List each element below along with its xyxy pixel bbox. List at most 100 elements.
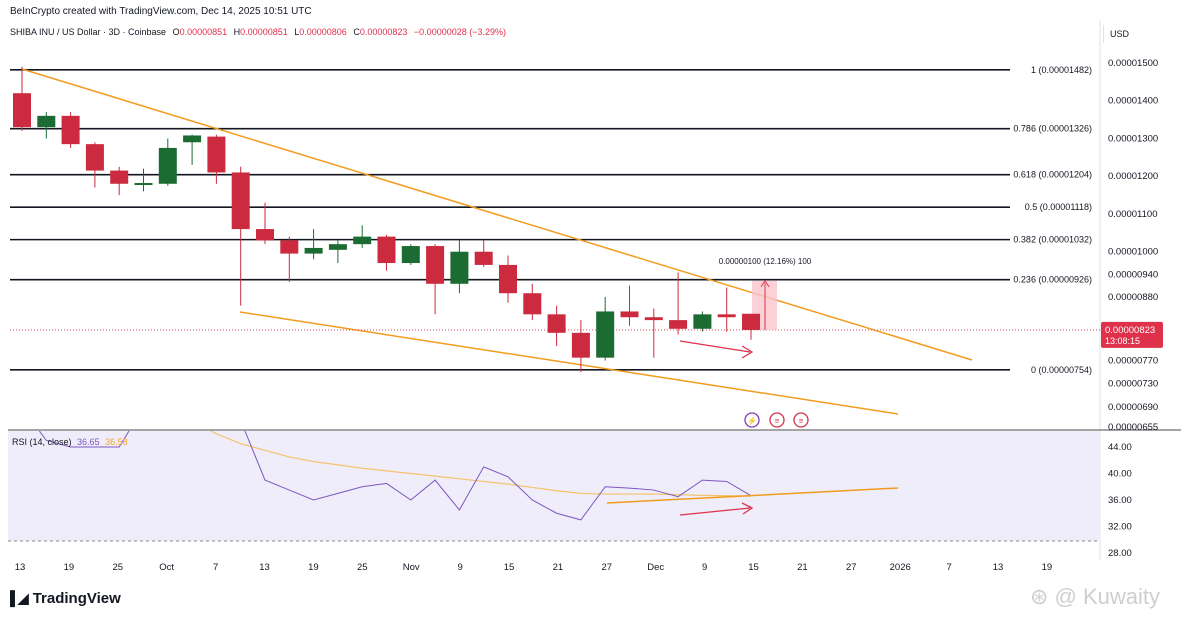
lightning-event-icon [744,412,760,428]
rsi-arrow-head [741,502,754,515]
candle-body [183,135,202,143]
tradingview-logo-icon: ▌◢ [10,590,29,606]
candle-body [547,314,566,333]
time-axis-label: 13 [993,562,1004,573]
time-axis-label: 7 [213,562,218,573]
time-axis-label: 9 [702,562,707,573]
time-axis-label: Oct [159,562,174,573]
candle-body [401,246,420,264]
time-axis-label: 27 [602,562,613,573]
time-axis-label: 15 [504,562,515,573]
us-flag-event-icon-glyph: ≡ [775,417,780,426]
time-axis-label: 25 [113,562,124,573]
currency-label[interactable]: USD [1103,25,1181,43]
rsi-tick-label: 36.00 [1108,495,1132,506]
candle-body [571,332,590,358]
rsi-ma-line [210,431,752,497]
time-axis-label: 27 [846,562,857,573]
price-tick-label: 0.00001400 [1108,96,1158,107]
rsi-tick-label: 32.00 [1108,522,1132,533]
fib-level-label: 0.786 (0.00001326) [1013,124,1092,134]
time-axis-label: Nov [403,562,420,573]
symbol-name: SHIBA INU / US Dollar · 3D · Coinbase [10,27,167,37]
candle-body [328,244,347,250]
rsi-value: 36.65 [77,437,100,447]
candle-body [304,247,323,254]
ohlc-close: 0.00000823 [359,27,408,37]
upper-trendline [21,68,973,361]
us-flag-event-icon [793,412,809,428]
candle-body [669,320,688,329]
candle-body [353,236,372,245]
candle-body [280,240,299,254]
candle-body [742,313,760,330]
us-flag-event-icon-glyph: ≡ [799,417,804,426]
rsi-line [38,431,752,521]
candle-body [61,115,80,145]
fib-level-label: 1 (0.00001482) [1031,65,1092,75]
ohlc-low-label: L [294,27,300,37]
price-tick-label: 0.00001000 [1108,247,1158,258]
price-tick-label: 0.00001200 [1108,171,1158,182]
candle-body [596,311,615,358]
candle-body [474,251,493,265]
price-tick-label: 0.00000880 [1108,292,1158,303]
fib-level-label: 0.382 (0.00001032) [1013,235,1092,245]
candle-body [256,229,274,241]
tradingview-logo[interactable]: ▌◢ TradingView [10,590,121,607]
time-axis-label: 7 [946,562,951,573]
price-tick-label: 0.00001500 [1108,58,1158,69]
ohlc-high-label: H [233,27,241,37]
ohlc-close-label: C [353,27,360,37]
candle-body [110,170,129,184]
price-tick-label: 0.00000730 [1108,379,1158,390]
candle-body [158,147,177,184]
watermark: ⊛ @ Kuwaity [1030,584,1161,609]
price-tick-label: 0.00001300 [1108,133,1158,144]
candle-body [620,311,639,318]
time-axis-label: Dec [647,562,664,573]
rsi-tick-label: 28.00 [1108,548,1132,559]
fib-level-label: 0.236 (0.00000926) [1013,275,1092,285]
candle-body [499,264,517,294]
current-price-tag [1101,321,1163,348]
time-axis-label: 19 [308,562,319,573]
time-axis-label: 19 [1042,562,1053,573]
rsi-ma-value: 36.58 [105,437,128,447]
time-axis-label: 13 [259,562,270,573]
price-tick-label: 0.00001100 [1108,209,1158,220]
candle-body [207,136,226,173]
candle-body [37,115,56,128]
measure-label: 0.00000100 (12.16%) 100 [719,257,812,266]
time-axis-label: 9 [457,562,462,573]
tradingview-brand-text: TradingView [32,590,121,607]
rsi-tick-label: 44.00 [1108,442,1132,453]
rsi-band [8,431,1100,541]
time-axis-label: 21 [553,562,564,573]
time-axis-label: 2026 [890,562,911,573]
candle-body [644,317,663,321]
rsi-trendline [606,487,899,504]
price-tick-label: 0.00000770 [1108,356,1158,367]
time-axis-label: 21 [797,562,808,573]
candle-body [134,183,153,186]
symbol-line: SHIBA INU / US Dollar · 3D · Coinbase O0… [10,27,506,37]
fib-level-label: 0.618 (0.00001204) [1013,170,1092,180]
price-tick-label: 0.00000655 [1108,422,1158,433]
price-tick-label: 0.00000940 [1108,269,1158,280]
fib-level-label: 0 (0.00000754) [1031,365,1092,375]
rsi-tick-label: 40.00 [1108,469,1132,480]
ohlc-open-label: O [172,27,180,37]
price-tick-label: 0.00000690 [1108,402,1158,413]
candle-countdown: 13:08:15 [1105,336,1140,346]
ohlc-open: 0.00000851 [179,27,228,37]
candle-body [450,251,469,284]
rsi-legend: RSI (14, close) 36.65 36.58 [12,437,128,447]
candle-body [377,236,396,264]
candle-body [231,172,250,230]
candle-body [717,314,736,318]
candle-body [13,93,31,128]
price-arrow [679,340,751,353]
measure-arrow-head [760,279,770,288]
